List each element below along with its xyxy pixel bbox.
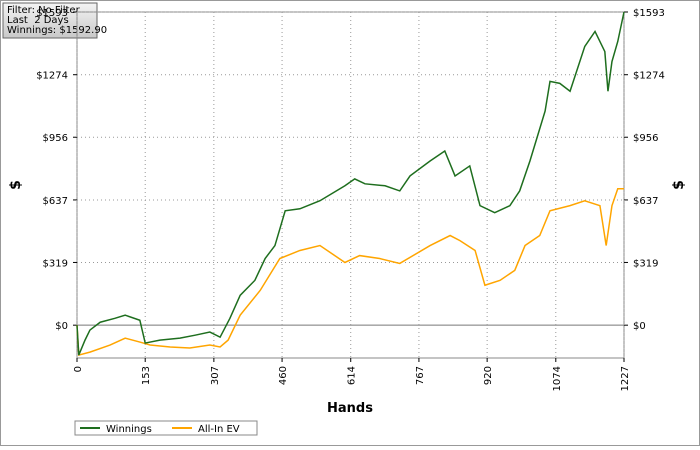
x-axis-label: Hands	[327, 401, 373, 416]
y2-axis-label: $	[671, 180, 687, 190]
info-text: Filter: No Filter	[7, 5, 81, 16]
x-tick-label: 307	[210, 366, 221, 385]
y-tick-label: $956	[43, 133, 68, 144]
y-tick-label: $1274	[36, 71, 68, 82]
x-tick-label: 0	[73, 366, 84, 372]
y2-tick-label: $956	[633, 133, 658, 144]
legend-label: All-In EV	[198, 424, 240, 435]
y2-tick-label: $637	[633, 196, 658, 207]
legend-label: Winnings	[106, 424, 152, 435]
x-tick-label: 920	[483, 366, 494, 385]
info-text: Winnings: $1592.90	[7, 25, 107, 36]
y-tick-label: $1593	[36, 8, 68, 19]
y2-tick-label: $319	[633, 258, 658, 269]
line-series	[76, 187, 624, 357]
y-axis-label: $	[8, 180, 24, 190]
y2-tick-label: $1593	[633, 8, 665, 19]
y2-tick-label: $1274	[633, 71, 665, 82]
y-tick-label: $637	[43, 196, 68, 207]
legend: Winnings All-In EV	[74, 420, 258, 436]
x-tick-label: 614	[347, 366, 358, 385]
info-text: Last 2 Days	[7, 15, 69, 26]
info-box	[2, 2, 98, 39]
y-tick-label: $0	[55, 321, 68, 332]
y-tick-label: $319	[43, 258, 68, 269]
x-tick-label: 767	[415, 366, 426, 385]
x-tick-label: 1074	[552, 366, 563, 391]
x-tick-label: 460	[278, 366, 289, 385]
y2-tick-label: $0	[633, 321, 646, 332]
x-tick-label: 1227	[620, 366, 631, 391]
x-tick-label: 153	[141, 366, 152, 385]
legend-box	[74, 420, 258, 436]
line-series	[76, 11, 625, 356]
